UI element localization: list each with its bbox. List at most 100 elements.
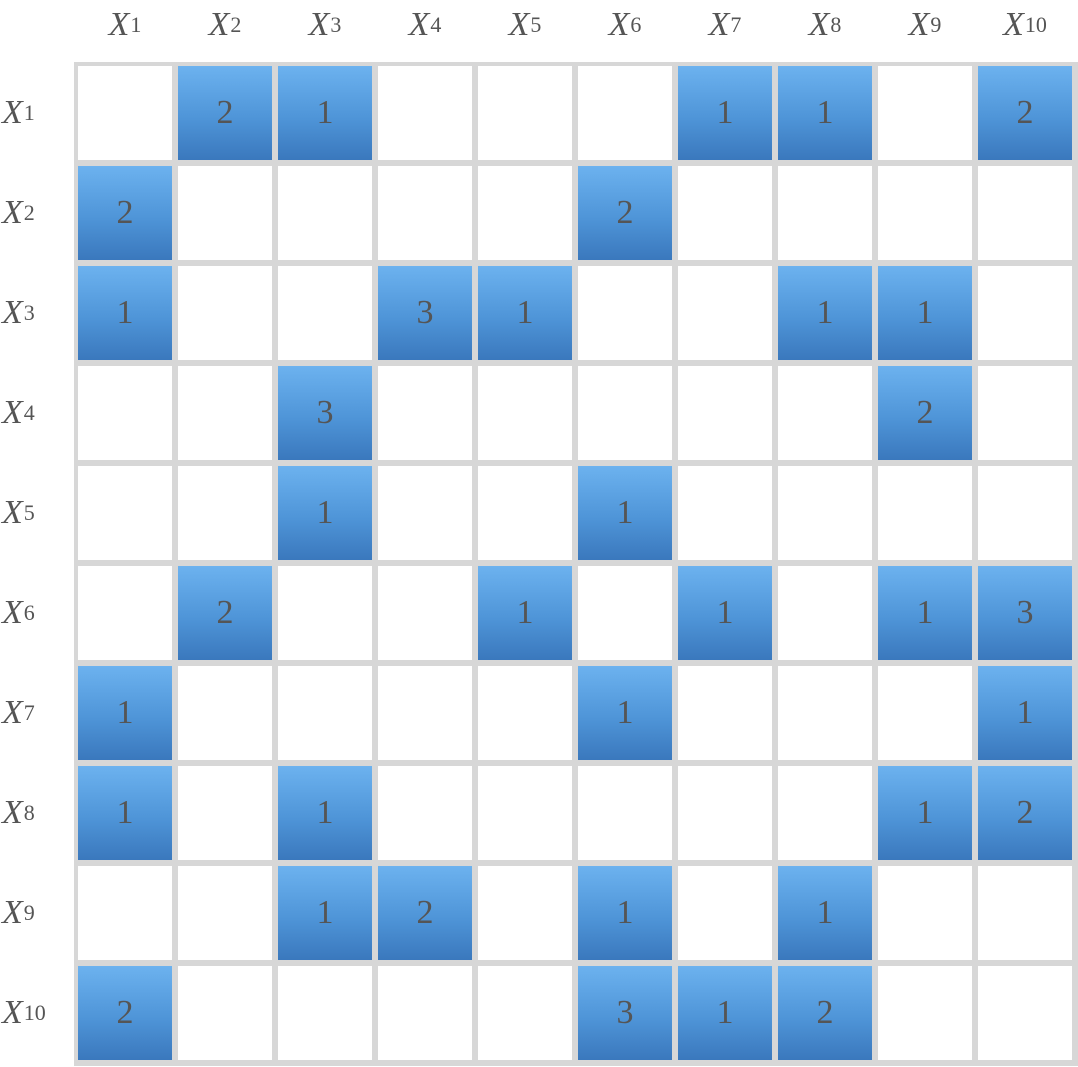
matrix-cell-x8-x5 <box>478 766 572 860</box>
matrix-cell-x6-x5: 1 <box>478 566 572 660</box>
matrix-cell-x5-x7 <box>678 466 772 560</box>
row-label-x7-letter: X <box>2 694 23 731</box>
matrix-cell-x3-x1: 1 <box>78 266 172 360</box>
column-label-x6-letter: X <box>608 6 630 43</box>
matrix-cell-x9-x3: 1 <box>278 866 372 960</box>
matrix-cell-x4-x6 <box>578 366 672 460</box>
matrix-cell-x1-x2: 2 <box>178 66 272 160</box>
matrix-cell-x8-x6 <box>578 766 672 860</box>
row-label-x2-letter: X <box>2 194 23 231</box>
matrix-cell-x8-x3: 1 <box>278 766 372 860</box>
matrix-cell-x7-x9 <box>878 666 972 760</box>
matrix-cell-x10-x7: 1 <box>678 966 772 1060</box>
matrix-cell-x7-x6: 1 <box>578 666 672 760</box>
row-label-x4-letter: X <box>2 394 23 431</box>
matrix-cell-x3-x3 <box>278 266 372 360</box>
matrix-cell-x10-x8: 2 <box>778 966 872 1060</box>
matrix-cell-x6-x7: 1 <box>678 566 772 660</box>
matrix-cell-x6-x3 <box>278 566 372 660</box>
column-label-x9-subscript: 9 <box>930 12 942 37</box>
matrix-cell-x9-x5 <box>478 866 572 960</box>
matrix-cell-x8-x7 <box>678 766 772 860</box>
matrix-cell-x7-x10: 1 <box>978 666 1072 760</box>
matrix-cell-x2-x3 <box>278 166 372 260</box>
column-label-x7-letter: X <box>708 6 730 43</box>
matrix-cell-x6-x8 <box>778 566 872 660</box>
matrix-cell-x2-x10 <box>978 166 1072 260</box>
matrix-cell-x2-x7 <box>678 166 772 260</box>
column-label-x2-letter: X <box>208 6 230 43</box>
row-label-x7-subscript: 7 <box>23 700 35 725</box>
matrix-cell-x3-x7 <box>678 266 772 360</box>
column-label-x1-letter: X <box>108 6 130 43</box>
row-label-x3-letter: X <box>2 294 23 331</box>
matrix-cell-x6-x10: 3 <box>978 566 1072 660</box>
matrix-cell-x3-x6 <box>578 266 672 360</box>
row-label-x6-subscript: 6 <box>23 600 35 625</box>
row-label-x1-subscript: 1 <box>23 100 35 125</box>
matrix-cell-x8-x10: 2 <box>978 766 1072 860</box>
matrix-cell-x4-x4 <box>378 366 472 460</box>
row-label-x10-subscript: 10 <box>23 1000 46 1025</box>
matrix-cell-x10-x5 <box>478 966 572 1060</box>
row-label-x1-letter: X <box>2 94 23 131</box>
matrix-cell-x1-x3: 1 <box>278 66 372 160</box>
matrix-cell-x6-x1 <box>78 566 172 660</box>
matrix-cell-x7-x7 <box>678 666 772 760</box>
matrix-cell-x5-x5 <box>478 466 572 560</box>
column-label-x8-subscript: 8 <box>830 12 842 37</box>
column-label-x10-letter: X <box>1003 6 1024 43</box>
matrix-cell-x4-x3: 3 <box>278 366 372 460</box>
matrix-cell-x9-x2 <box>178 866 272 960</box>
matrix-cell-x3-x8: 1 <box>778 266 872 360</box>
matrix-cell-x10-x6: 3 <box>578 966 672 1060</box>
matrix-cell-x5-x10 <box>978 466 1072 560</box>
matrix-cell-x9-x8: 1 <box>778 866 872 960</box>
matrix-cell-x10-x3 <box>278 966 372 1060</box>
matrix-cell-x9-x7 <box>678 866 772 960</box>
row-label-x2-subscript: 2 <box>23 200 35 225</box>
row-label-x10-letter: X <box>2 994 23 1031</box>
column-label-x6-subscript: 6 <box>630 12 642 37</box>
matrix-cell-x4-x8 <box>778 366 872 460</box>
row-label-x9-subscript: 9 <box>23 900 35 925</box>
matrix-cell-x2-x1: 2 <box>78 166 172 260</box>
matrix-cell-x4-x9: 2 <box>878 366 972 460</box>
row-label-x4-subscript: 4 <box>23 400 35 425</box>
matrix-cell-x8-x4 <box>378 766 472 860</box>
matrix-cell-x1-x5 <box>478 66 572 160</box>
matrix-cell-x2-x2 <box>178 166 272 260</box>
matrix-cell-x10-x10 <box>978 966 1072 1060</box>
matrix-cell-x10-x1: 2 <box>78 966 172 1060</box>
matrix-cell-x10-x2 <box>178 966 272 1060</box>
matrix-cell-x4-x10 <box>978 366 1072 460</box>
column-label-x7-subscript: 7 <box>730 12 742 37</box>
matrix-cell-x8-x2 <box>178 766 272 860</box>
matrix-cell-x3-x10 <box>978 266 1072 360</box>
matrix-cell-x5-x1 <box>78 466 172 560</box>
column-label-x4-letter: X <box>408 6 430 43</box>
matrix-cell-x5-x8 <box>778 466 872 560</box>
column-label-x8-letter: X <box>808 6 830 43</box>
matrix-cell-x7-x2 <box>178 666 272 760</box>
column-label-x10: X 10 <box>975 0 1075 50</box>
column-label-x5-letter: X <box>508 6 530 43</box>
matrix-cell-x10-x9 <box>878 966 972 1060</box>
matrix-cell-x1-x4 <box>378 66 472 160</box>
matrix-cell-x6-x4 <box>378 566 472 660</box>
matrix-cell-x8-x9: 1 <box>878 766 972 860</box>
